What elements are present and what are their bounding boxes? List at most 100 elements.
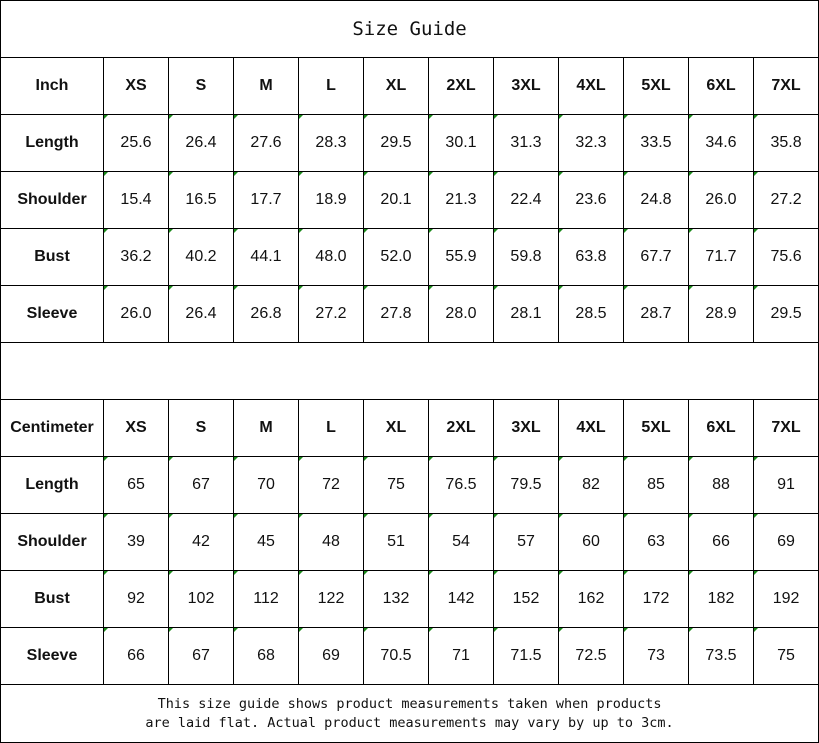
- measurement-cell: 48: [298, 513, 364, 571]
- measurement-cell: 172: [623, 570, 689, 628]
- size-header-xl: XL: [363, 399, 429, 457]
- measurement-cell: 192: [752, 570, 819, 628]
- measurement-cell: 17.7: [233, 171, 299, 229]
- size-header-5xl: 5XL: [623, 399, 689, 457]
- page-title: Size Guide: [0, 0, 819, 58]
- measurement-cell: 60: [558, 513, 624, 571]
- measurement-cell: 26.4: [168, 114, 234, 172]
- measurement-cell: 73.5: [688, 627, 754, 685]
- spacer-cell: [0, 342, 819, 400]
- measurement-cell: 63: [623, 513, 689, 571]
- measurement-cell: 35.8: [752, 114, 819, 172]
- measurement-cell: 28.0: [428, 285, 494, 343]
- size-header-6xl: 6XL: [688, 399, 754, 457]
- row-label: Bust: [0, 228, 104, 286]
- size-header-m: M: [233, 57, 299, 115]
- measurement-cell: 91: [752, 456, 819, 514]
- measurement-cell: 52.0: [363, 228, 429, 286]
- inch-header-row: Inch XS S M L XL 2XL 3XL 4XL 5XL 6XL 7XL: [0, 57, 819, 115]
- measurement-cell: 22.4: [493, 171, 559, 229]
- measurement-cell: 182: [688, 570, 754, 628]
- measurement-cell: 88: [688, 456, 754, 514]
- measurement-cell: 30.1: [428, 114, 494, 172]
- size-header-m: M: [233, 399, 299, 457]
- measurement-cell: 36.2: [103, 228, 169, 286]
- row-label: Shoulder: [0, 171, 104, 229]
- size-header-l: L: [298, 57, 364, 115]
- size-header-s: S: [168, 57, 234, 115]
- measurement-cell: 142: [428, 570, 494, 628]
- measurement-cell: 28.9: [688, 285, 754, 343]
- measurement-cell: 66: [688, 513, 754, 571]
- centimeter-row-shoulder: Shoulder 39 42 45 48 51 54 57 60 63 66 69: [0, 513, 819, 571]
- size-header-l: L: [298, 399, 364, 457]
- centimeter-unit-label: Centimeter: [0, 399, 104, 457]
- footer-line-1: This size guide shows product measuremen…: [157, 695, 662, 712]
- measurement-cell: 71.7: [688, 228, 754, 286]
- measurement-cell: 18.9: [298, 171, 364, 229]
- measurement-cell: 55.9: [428, 228, 494, 286]
- inch-unit-label: Inch: [0, 57, 104, 115]
- size-header-5xl: 5XL: [623, 57, 689, 115]
- size-header-6xl: 6XL: [688, 57, 754, 115]
- measurement-cell: 85: [623, 456, 689, 514]
- measurement-cell: 21.3: [428, 171, 494, 229]
- measurement-cell: 16.5: [168, 171, 234, 229]
- row-label: Length: [0, 114, 104, 172]
- measurement-cell: 40.2: [168, 228, 234, 286]
- size-header-7xl: 7XL: [752, 399, 819, 457]
- measurement-cell: 73: [623, 627, 689, 685]
- inch-row-bust: Bust 36.2 40.2 44.1 48.0 52.0 55.9 59.8 63.8 67.7…: [0, 228, 819, 286]
- inch-row-shoulder: Shoulder 15.4 16.5 17.7 18.9 20.1 21.3 22.4 23.6…: [0, 171, 819, 229]
- measurement-cell: 51: [363, 513, 429, 571]
- measurement-cell: 28.7: [623, 285, 689, 343]
- measurement-cell: 28.3: [298, 114, 364, 172]
- measurement-cell: 31.3: [493, 114, 559, 172]
- measurement-cell: 72.5: [558, 627, 624, 685]
- footer-note: This size guide shows product measuremen…: [0, 684, 819, 743]
- measurement-cell: 27.2: [752, 171, 819, 229]
- measurement-cell: 102: [168, 570, 234, 628]
- measurement-cell: 162: [558, 570, 624, 628]
- measurement-cell: 71.5: [493, 627, 559, 685]
- measurement-cell: 27.2: [298, 285, 364, 343]
- measurement-cell: 25.6: [103, 114, 169, 172]
- measurement-cell: 27.6: [233, 114, 299, 172]
- measurement-cell: 24.8: [623, 171, 689, 229]
- measurement-cell: 28.5: [558, 285, 624, 343]
- measurement-cell: 54: [428, 513, 494, 571]
- centimeter-row-bust: Bust 92 102 112 122 132 142 152 162 172 182 192: [0, 570, 819, 628]
- measurement-cell: 29.5: [752, 285, 819, 343]
- centimeter-row-sleeve: Sleeve 66 67 68 69 70.5 71 71.5 72.5 73 73.5 75: [0, 627, 819, 685]
- row-label: Sleeve: [0, 627, 104, 685]
- measurement-cell: 75: [363, 456, 429, 514]
- measurement-cell: 26.0: [688, 171, 754, 229]
- measurement-cell: 65: [103, 456, 169, 514]
- measurement-cell: 82: [558, 456, 624, 514]
- measurement-cell: 112: [233, 570, 299, 628]
- row-label: Bust: [0, 570, 104, 628]
- measurement-cell: 28.1: [493, 285, 559, 343]
- measurement-cell: 75.6: [752, 228, 819, 286]
- measurement-cell: 39: [103, 513, 169, 571]
- measurement-cell: 23.6: [558, 171, 624, 229]
- measurement-cell: 63.8: [558, 228, 624, 286]
- measurement-cell: 26.0: [103, 285, 169, 343]
- measurement-cell: 67: [168, 456, 234, 514]
- measurement-cell: 20.1: [363, 171, 429, 229]
- measurement-cell: 27.8: [363, 285, 429, 343]
- measurement-cell: 42: [168, 513, 234, 571]
- size-header-3xl: 3XL: [493, 399, 559, 457]
- inch-row-length: Length 25.6 26.4 27.6 28.3 29.5 30.1 31.3 32.3 33…: [0, 114, 819, 172]
- measurement-cell: 76.5: [428, 456, 494, 514]
- title-row: Size Guide: [0, 0, 819, 58]
- inch-row-sleeve: Sleeve 26.0 26.4 26.8 27.2 27.8 28.0 28.1 28.5 28…: [0, 285, 819, 343]
- size-header-4xl: 4XL: [558, 399, 624, 457]
- measurement-cell: 92: [103, 570, 169, 628]
- measurement-cell: 122: [298, 570, 364, 628]
- centimeter-header-row: Centimeter XS S M L XL 2XL 3XL 4XL 5XL 6XL 7XL: [0, 399, 819, 457]
- measurement-cell: 132: [363, 570, 429, 628]
- measurement-cell: 44.1: [233, 228, 299, 286]
- measurement-cell: 66: [103, 627, 169, 685]
- size-header-s: S: [168, 399, 234, 457]
